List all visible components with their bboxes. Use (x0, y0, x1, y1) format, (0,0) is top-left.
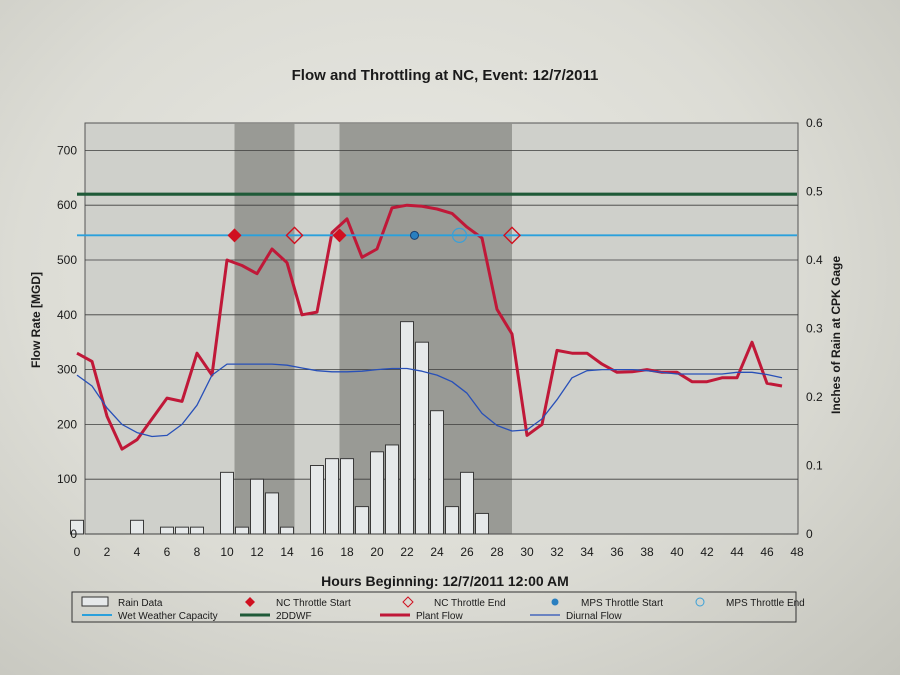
x-tick-label: 38 (640, 545, 654, 559)
rain-bar (370, 451, 384, 535)
legend-label-2ddwf: 2DDWF (276, 611, 312, 622)
y-tick-label: 500 (57, 253, 77, 267)
mps-throttle-start-marker (410, 230, 419, 240)
rain-bar (265, 492, 279, 535)
y2-tick-label: 0.6 (806, 116, 823, 130)
x-tick-label: 4 (134, 545, 141, 559)
rain-bar (385, 444, 399, 535)
legend-swatch-mps-throttle-start (551, 598, 559, 606)
legend-label-wet-weather-capacity: Wet Weather Capacity (118, 611, 218, 622)
legend: Rain Data NC Throttle Start NC Throttle En… (71, 591, 805, 623)
y-tick-label: 700 (57, 143, 77, 157)
rain-bar (280, 526, 294, 535)
x-tick-label: 20 (370, 545, 384, 559)
legend-label-rain-data: Rain Data (118, 598, 163, 609)
y2-tick-label: 0.1 (806, 459, 823, 473)
x-tick-label: 46 (760, 545, 774, 559)
nc-throttle-start-marker (227, 228, 242, 243)
x-tick-label: 44 (730, 545, 744, 559)
rain-bar (430, 410, 444, 535)
chart-title: Flow and Throttling at NC, Event: 12/7/2… (292, 67, 599, 84)
legend-label-plant-flow: Plant Flow (416, 611, 463, 622)
rain-bar (235, 526, 249, 535)
x-tick-label: 42 (700, 545, 714, 559)
legend-swatch-nc-throttle-start (245, 597, 255, 607)
y-tick-label: 300 (57, 363, 77, 377)
rain-bar (460, 471, 474, 535)
y2-tick-label: 0.3 (806, 322, 823, 336)
legend-swatch-rain-data (81, 596, 109, 607)
legend-label-mps-throttle-end: MPS Throttle End (726, 598, 805, 609)
x-tick-label: 12 (250, 545, 264, 559)
x-tick-label: 2 (104, 545, 111, 559)
y2-tick-label: 0 (806, 527, 813, 541)
nc-throttle-end-marker (285, 226, 304, 245)
y-tick-label: 100 (57, 472, 77, 486)
rain-bar (415, 341, 429, 535)
x-tick-label: 36 (610, 545, 624, 559)
x-tick-label: 8 (194, 545, 201, 559)
legend-label-mps-throttle-start: MPS Throttle Start (581, 598, 663, 609)
rain-bar (445, 506, 459, 535)
legend-swatch-nc-throttle-end (402, 596, 414, 608)
rain-bar (70, 519, 84, 535)
x-tick-label: 40 (670, 545, 684, 559)
rain-bar (325, 458, 339, 535)
rain-bar (190, 526, 204, 535)
rain-bar (160, 526, 174, 535)
y2-axis-title: Inches of Rain at CPK Gage (829, 256, 843, 414)
rain-bar (250, 478, 264, 535)
diurnal-flow-line (76, 363, 783, 438)
y2-tick-label: 0.4 (806, 253, 823, 267)
rain-bar (130, 519, 144, 535)
x-tick-label: 30 (520, 545, 534, 559)
rain-bar (475, 512, 489, 535)
x-tick-label: 6 (164, 545, 171, 559)
x-tick-label: 32 (550, 545, 564, 559)
y2-tick-label: 0.5 (806, 185, 823, 199)
y-axis-title: Flow Rate [MGD] (29, 272, 43, 368)
rain-bar (220, 471, 234, 535)
y-tick-label: 0 (70, 527, 77, 541)
legend-label-nc-throttle-end: NC Throttle End (434, 598, 506, 609)
x-tick-label: 26 (460, 545, 474, 559)
x-tick-label: 10 (220, 545, 234, 559)
x-tick-label: 48 (790, 545, 804, 559)
legend-label-nc-throttle-start: NC Throttle Start (276, 598, 351, 609)
x-tick-label: 24 (430, 545, 444, 559)
x-axis-title: Hours Beginning: 12/7/2011 12:00 AM (321, 573, 569, 589)
x-tick-label: 0 (74, 545, 81, 559)
legend-swatch-mps-throttle-end (695, 597, 705, 607)
nc-throttle-end-marker (503, 226, 521, 245)
y-tick-label: 600 (57, 198, 77, 212)
mps-throttle-end-marker (451, 227, 468, 243)
rain-bar (175, 526, 189, 535)
legend-box (71, 591, 797, 623)
x-tick-label: 28 (490, 545, 504, 559)
rain-bar (400, 321, 414, 535)
y2-tick-label: 0.2 (806, 390, 823, 404)
throttle-period-1 (234, 123, 295, 534)
legend-label-diurnal-flow: Diurnal Flow (566, 611, 622, 622)
rain-bar (355, 506, 369, 535)
y-tick-label: 200 (57, 417, 77, 431)
x-tick-label: 18 (340, 545, 354, 559)
x-tick-label: 14 (280, 545, 294, 559)
nc-throttle-start-marker (332, 228, 347, 243)
rain-bar (340, 458, 354, 535)
x-tick-label: 34 (580, 545, 594, 559)
x-tick-label: 22 (400, 545, 414, 559)
x-tick-label: 16 (310, 545, 324, 559)
rain-bar (310, 465, 324, 535)
y-tick-label: 400 (57, 308, 77, 322)
